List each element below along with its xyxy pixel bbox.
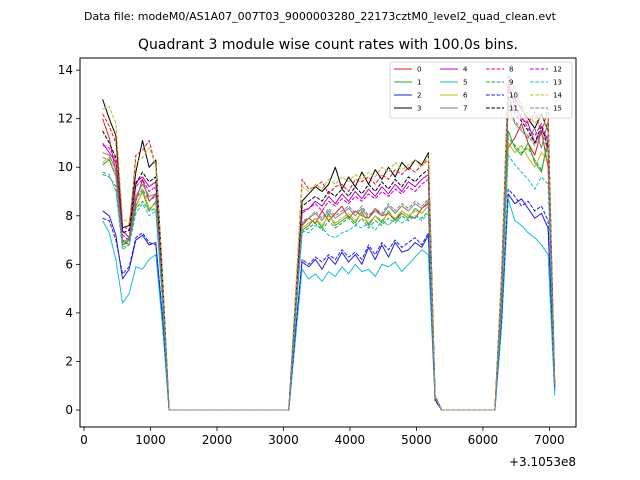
legend-label-5: 5 xyxy=(463,79,467,87)
x-tick-label: 1000 xyxy=(135,433,166,447)
legend-label-9: 9 xyxy=(509,79,513,87)
legend-label-11: 11 xyxy=(509,105,518,113)
y-tick-label: 6 xyxy=(65,257,73,271)
x-axis-ticks: 0 1000 2000 3000 4000 5000 6000 7000 xyxy=(80,427,565,447)
legend-label-8: 8 xyxy=(509,66,513,74)
axes-frame xyxy=(79,57,577,428)
legend-label-12: 12 xyxy=(553,66,562,74)
y-tick-label: 14 xyxy=(58,63,73,77)
legend-label-14: 14 xyxy=(553,92,562,100)
legend-box xyxy=(389,61,573,119)
legend-label-10: 10 xyxy=(509,92,518,100)
y-axis-ticks: 0 2 4 6 8 10 12 14 xyxy=(58,63,80,417)
legend-label-7: 7 xyxy=(463,105,467,113)
legend-label-0: 0 xyxy=(417,66,421,74)
x-axis-offset-label: +3.1053e8 xyxy=(509,455,576,469)
y-tick-label: 8 xyxy=(65,209,73,223)
plot-series-group xyxy=(102,74,556,411)
legend-label-15: 15 xyxy=(553,105,562,113)
x-tick-label: 3000 xyxy=(268,433,299,447)
y-tick-label: 12 xyxy=(58,112,73,126)
legend-label-6: 6 xyxy=(463,92,468,100)
series-line-15 xyxy=(102,108,556,411)
legend-label-2: 2 xyxy=(417,92,421,100)
legend-label-13: 13 xyxy=(553,79,562,87)
y-tick-label: 4 xyxy=(65,306,73,320)
x-tick-label: 4000 xyxy=(335,433,366,447)
x-tick-label: 7000 xyxy=(534,433,565,447)
y-tick-label: 10 xyxy=(58,160,73,174)
x-tick-label: 2000 xyxy=(202,433,233,447)
x-tick-label: 5000 xyxy=(401,433,432,447)
y-tick-label: 2 xyxy=(65,354,73,368)
y-tick-label: 0 xyxy=(65,403,73,417)
x-tick-label: 0 xyxy=(80,433,88,447)
legend-label-1: 1 xyxy=(417,79,421,87)
data-file-suptitle: Data file: modeM0/AS1A07_007T03_90000032… xyxy=(84,10,557,23)
legend-label-4: 4 xyxy=(463,66,468,74)
x-tick-label: 6000 xyxy=(468,433,499,447)
chart-title: Quadrant 3 module wise count rates with … xyxy=(138,37,518,53)
legend-label-3: 3 xyxy=(417,105,421,113)
